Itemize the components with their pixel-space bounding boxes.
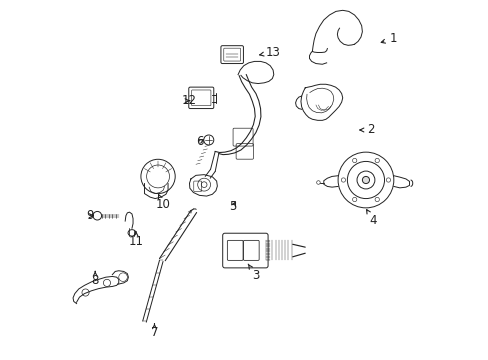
Text: 12: 12 (182, 94, 197, 107)
Text: 7: 7 (150, 324, 158, 339)
Text: 6: 6 (196, 135, 203, 148)
Text: 5: 5 (229, 200, 236, 213)
Circle shape (362, 176, 369, 184)
Text: 4: 4 (366, 210, 376, 226)
Text: 10: 10 (155, 194, 170, 211)
Text: 3: 3 (248, 264, 259, 282)
Text: 13: 13 (259, 46, 280, 59)
Text: 11: 11 (128, 232, 143, 248)
Text: 2: 2 (359, 123, 373, 136)
Text: 9: 9 (86, 209, 94, 222)
Text: 8: 8 (91, 271, 99, 287)
Text: 1: 1 (381, 32, 396, 45)
